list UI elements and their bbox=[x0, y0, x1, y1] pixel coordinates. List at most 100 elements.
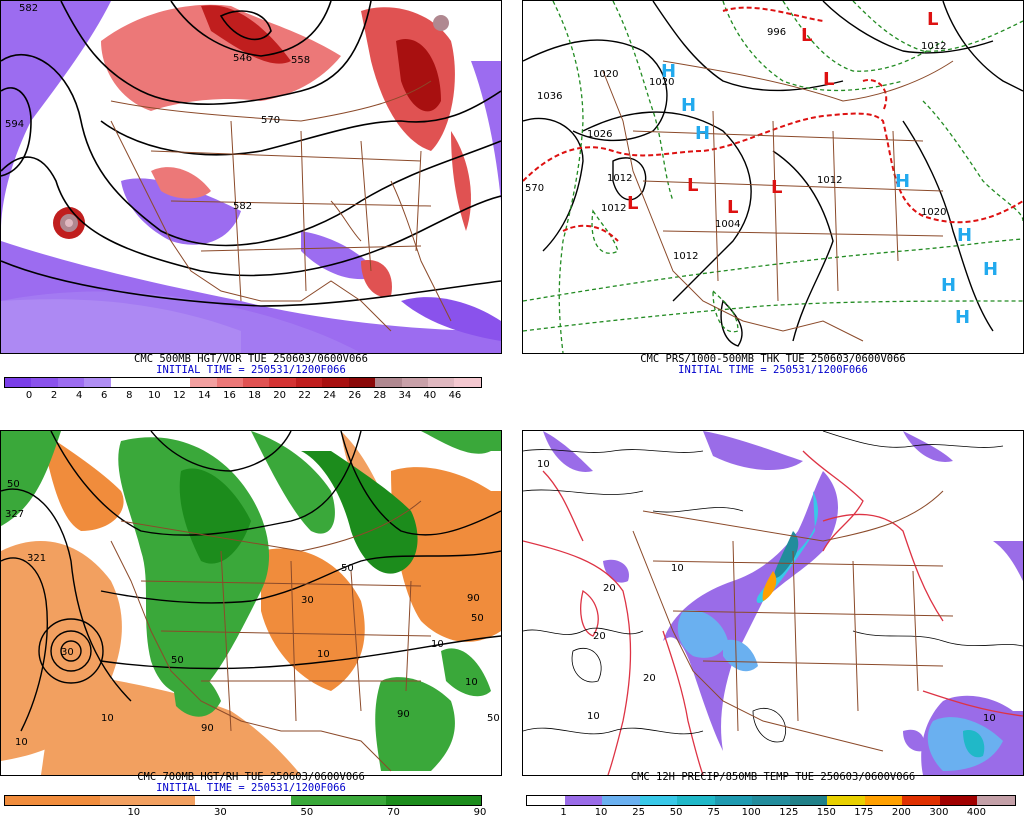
contour-label: 50 bbox=[341, 563, 354, 574]
contour-label: 1012 bbox=[921, 41, 946, 52]
color-scale-tick: 1 bbox=[560, 807, 567, 818]
color-scale-swatch bbox=[31, 378, 58, 387]
color-scale-tick: 26 bbox=[348, 390, 362, 401]
color-scale-tick: 10 bbox=[594, 807, 608, 818]
color-scale-swatch bbox=[639, 796, 678, 805]
color-scale-swatch bbox=[454, 378, 481, 387]
color-scale-swatch bbox=[5, 378, 32, 387]
color-scale-swatch bbox=[84, 378, 111, 387]
contour-label: 558 bbox=[291, 55, 310, 66]
color-scale bbox=[4, 377, 482, 388]
color-scale-swatch bbox=[564, 796, 603, 805]
high-pressure-marker: H bbox=[957, 225, 972, 246]
contour-label: 1026 bbox=[587, 129, 612, 140]
color-scale-swatch bbox=[428, 378, 455, 387]
low-pressure-marker: L bbox=[687, 175, 698, 196]
color-scale-tick: 75 bbox=[707, 807, 721, 818]
contour-label: 10 bbox=[317, 649, 330, 660]
map-500mb-vorticity: 582 594 546 558 570 582 bbox=[0, 0, 502, 354]
color-scale-swatch bbox=[163, 378, 191, 387]
contour-label: 10 bbox=[15, 737, 28, 748]
color-scale-tick: 125 bbox=[779, 807, 799, 818]
color-scale-swatch bbox=[401, 378, 428, 387]
contour-label: 90 bbox=[397, 709, 410, 720]
color-scale-tick: 10 bbox=[127, 807, 141, 818]
color-scale-swatch bbox=[190, 378, 217, 387]
contour-label: 1012 bbox=[817, 175, 842, 186]
panel-500mb-vorticity: 582 594 546 558 570 582 CMC 500MB HGT/VO… bbox=[0, 0, 502, 402]
contour-label: 20 bbox=[593, 631, 606, 642]
color-scale bbox=[526, 795, 1016, 806]
color-scale-tick: 175 bbox=[854, 807, 874, 818]
high-pressure-marker: H bbox=[661, 61, 676, 82]
contour-label: 582 bbox=[19, 3, 38, 14]
high-pressure-marker: H bbox=[955, 307, 970, 328]
color-scale-tick: 6 bbox=[101, 390, 108, 401]
color-scale-swatch bbox=[602, 796, 640, 805]
color-scale-tick: 40 bbox=[423, 390, 437, 401]
contour-label: 1020 bbox=[593, 69, 618, 80]
color-scale-swatch bbox=[752, 796, 790, 805]
contour-label: 1012 bbox=[607, 173, 632, 184]
high-pressure-marker: H bbox=[941, 275, 956, 296]
color-scale-tick: 400 bbox=[966, 807, 986, 818]
color-scale-tick: 24 bbox=[323, 390, 337, 401]
color-scale-tick: 150 bbox=[816, 807, 836, 818]
color-scale-swatch bbox=[242, 378, 270, 387]
contour-label: 10 bbox=[431, 639, 444, 650]
contour-label: 10 bbox=[537, 459, 550, 470]
contour-label: 10 bbox=[587, 711, 600, 722]
color-scale-tick: 30 bbox=[213, 807, 227, 818]
color-scale-swatch bbox=[147, 796, 196, 805]
precip-map-graphic: 10 20 10 20 10 20 10 bbox=[523, 431, 1023, 775]
color-scale-swatch bbox=[677, 796, 715, 805]
pressure-map-graphic: H H H H H H H H L L L L L L L 1036 1026 … bbox=[523, 1, 1023, 353]
color-scale-swatch bbox=[827, 796, 865, 805]
color-scale-tick: 2 bbox=[50, 390, 58, 401]
contour-label: 1012 bbox=[601, 203, 626, 214]
initial-time: INITIAL TIME = 250531/1200F066 bbox=[678, 364, 868, 376]
map-700mb-humidity: 50 327 321 30 10 10 50 90 10 50 90 10 50… bbox=[0, 430, 502, 776]
vorticity-map-graphic: 582 594 546 558 570 582 bbox=[1, 1, 501, 353]
color-scale-swatch bbox=[195, 796, 243, 805]
color-scale-tick: 0 bbox=[25, 390, 33, 401]
color-scale-ticks: 10 30 50 70 90 bbox=[4, 807, 486, 819]
contour-label: 20 bbox=[643, 673, 656, 684]
color-scale-tick: 8 bbox=[126, 390, 133, 401]
contour-label: 570 bbox=[261, 115, 280, 126]
contour-label: 1020 bbox=[649, 77, 674, 88]
contour-label: 321 bbox=[27, 553, 46, 564]
contour-label: 30 bbox=[61, 647, 74, 658]
color-scale-tick: 18 bbox=[248, 390, 261, 401]
color-scale-swatch bbox=[216, 378, 243, 387]
high-pressure-marker: H bbox=[983, 259, 998, 280]
color-scale-tick: 12 bbox=[172, 390, 186, 401]
high-pressure-marker: H bbox=[895, 171, 910, 192]
color-scale-swatch bbox=[714, 796, 753, 805]
color-scale-swatch bbox=[433, 796, 481, 805]
contour-label: 90 bbox=[467, 593, 480, 604]
color-scale-tick: 16 bbox=[223, 390, 236, 401]
low-pressure-marker: L bbox=[771, 177, 782, 198]
color-scale-swatch bbox=[242, 796, 291, 805]
color-scale-swatch bbox=[527, 796, 565, 805]
contour-label: 1012 bbox=[673, 251, 698, 262]
panel-700mb-humidity: 50 327 321 30 10 10 50 90 10 50 90 10 50… bbox=[0, 420, 502, 819]
color-scale-tick: 14 bbox=[198, 390, 211, 401]
contour-label: 1004 bbox=[715, 219, 740, 230]
color-scale-swatch bbox=[52, 796, 101, 805]
contour-label: 10 bbox=[465, 677, 478, 688]
color-scale-swatch bbox=[939, 796, 978, 805]
color-scale-ticks: 1 10 25 50 75 100 125 150 175 200 300 400 bbox=[526, 807, 1014, 819]
panel-title: CMC 700MB HGT/RH TUE 250603/0600V066 bbox=[137, 771, 365, 783]
low-pressure-marker: L bbox=[823, 69, 834, 90]
contour-label: 996 bbox=[767, 27, 786, 38]
color-scale-ticks: 0 2 4 6 8 10 12 14 16 18 20 22 24 26 28 34 40 46 bbox=[4, 390, 480, 402]
color-scale-swatch bbox=[290, 796, 339, 805]
high-pressure-marker: H bbox=[681, 95, 696, 116]
color-scale-tick: 50 bbox=[669, 807, 683, 818]
color-scale-swatch bbox=[385, 796, 434, 805]
contour-label: 594 bbox=[5, 119, 24, 130]
color-scale-tick: 10 bbox=[147, 390, 161, 401]
map-precipitation: 10 20 10 20 10 20 10 bbox=[522, 430, 1024, 776]
